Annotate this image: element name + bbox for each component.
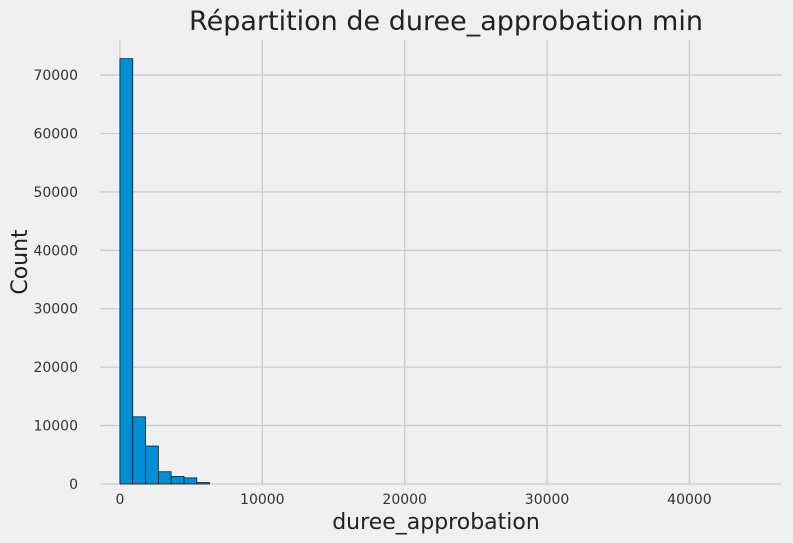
y-tick-label: 20000: [33, 360, 78, 376]
y-tick-label: 30000: [33, 302, 78, 318]
y-tick-label: 0: [69, 477, 78, 493]
histogram-bar: [196, 482, 211, 485]
histogram-bar: [119, 58, 134, 485]
y-tick-label: 70000: [33, 68, 78, 84]
y-gridlines: [100, 74, 782, 485]
histogram-bar: [183, 477, 198, 485]
y-tick-labels: 0 10000 20000 30000 40000 50000 60000 70000: [33, 68, 78, 493]
x-axis-label: duree_approbation: [332, 510, 540, 535]
x-tick-label: 10000: [240, 492, 285, 508]
histogram-bars: [119, 58, 211, 485]
x-tick-label: 40000: [667, 492, 712, 508]
x-tick-label: 0: [115, 492, 124, 508]
y-tick-label: 10000: [33, 419, 78, 435]
y-tick-label: 60000: [33, 126, 78, 142]
histogram-bar: [170, 476, 185, 485]
y-axis-label: Count: [8, 229, 33, 295]
x-gridlines: [119, 40, 691, 484]
chart-title: Répartition de duree_approbation min: [189, 6, 703, 37]
histogram-bar: [132, 416, 146, 485]
y-tick-label: 40000: [33, 243, 78, 259]
histogram-bar: [145, 445, 159, 485]
histogram-bar: [157, 471, 172, 485]
x-tick-label: 30000: [525, 492, 570, 508]
x-tick-label: 20000: [382, 492, 427, 508]
y-tick-label: 50000: [33, 185, 78, 201]
x-tick-labels: 0 10000 20000 30000 40000: [115, 492, 711, 508]
